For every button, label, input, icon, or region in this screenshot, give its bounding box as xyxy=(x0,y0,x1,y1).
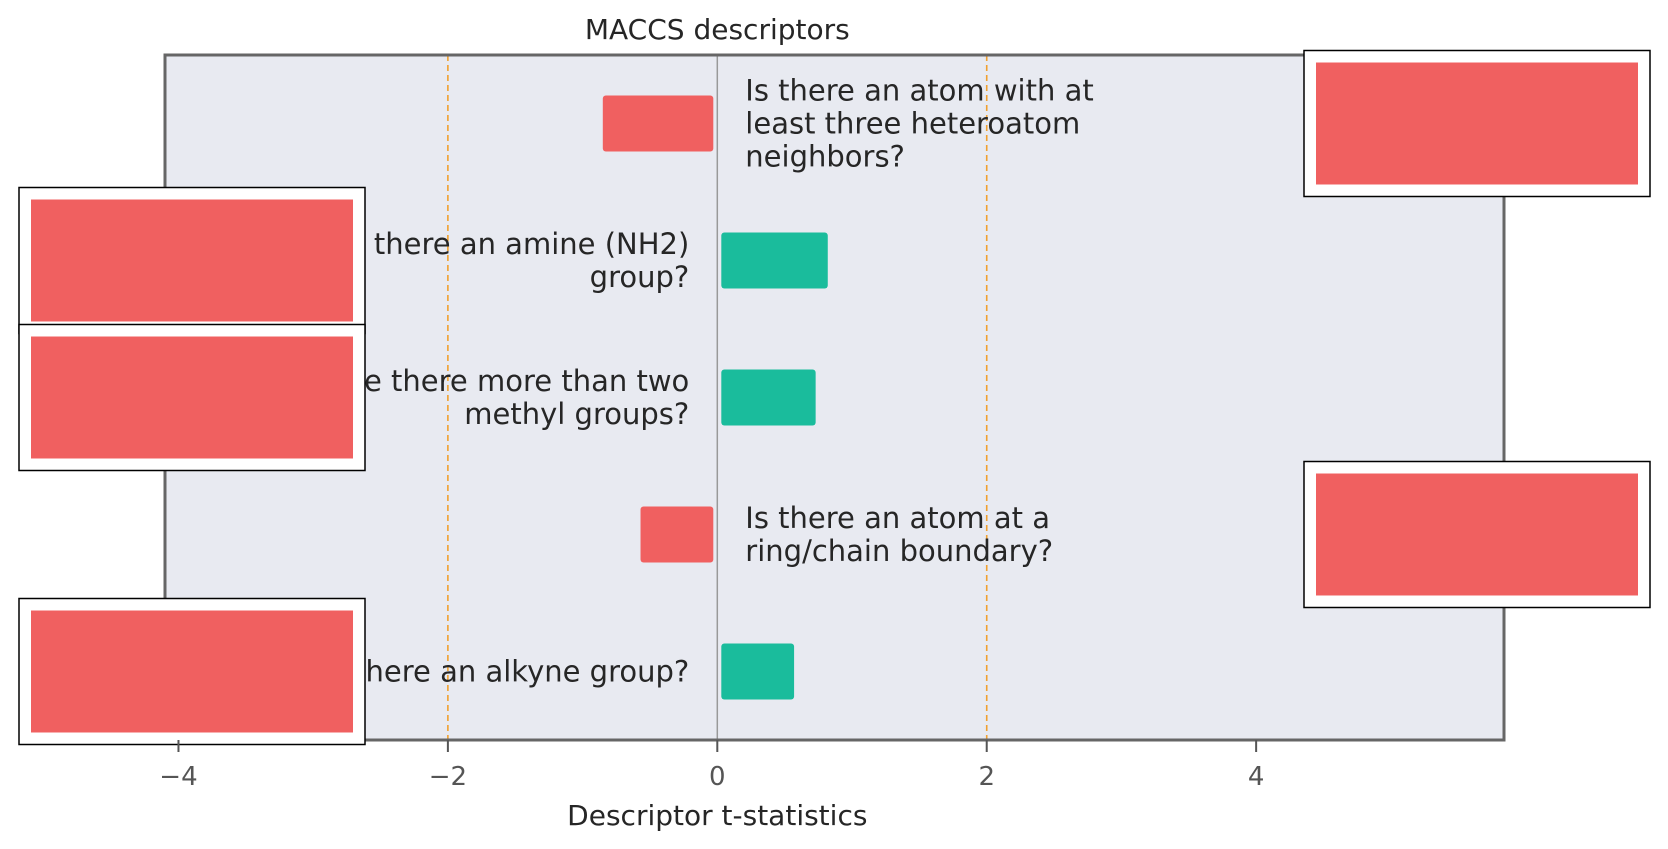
bar-label-line: group? xyxy=(590,260,690,294)
x-axis: −4 −2 0 2 4 xyxy=(159,740,1264,792)
molecule-image-2 xyxy=(18,323,366,472)
molecule-images xyxy=(18,49,1651,746)
bar-0 xyxy=(602,95,714,152)
bar-label-0: Is there an atom with at least three hete… xyxy=(745,74,1093,174)
bar-label-4: Is there an alkyne group? xyxy=(321,655,689,689)
molecule-image-4 xyxy=(18,597,366,746)
bar-2 xyxy=(721,369,816,426)
molecule-image-3 xyxy=(1303,460,1651,609)
bar-label-line: Is there an atom at a xyxy=(745,501,1050,535)
x-tick-label: 0 xyxy=(709,762,726,792)
bar-label-line: methyl groups? xyxy=(464,397,689,431)
bar-4 xyxy=(721,643,795,700)
bar-label-3: Is there an atom at a ring/chain boundary… xyxy=(745,501,1053,568)
x-axis-label: Descriptor t-statistics xyxy=(567,799,867,832)
x-tick-label: 2 xyxy=(978,762,995,792)
bar-label-1: Is there an amine (NH2) group? xyxy=(341,227,689,294)
threshold-lines xyxy=(447,55,988,740)
bar-label-line: Is there an alkyne group? xyxy=(321,655,689,689)
bar-labels: Is there an atom with at least three hete… xyxy=(321,74,1093,689)
chart-title: MACCS descriptors xyxy=(585,13,850,46)
bar-label-line: neighbors? xyxy=(745,140,905,174)
bar-label-line: Are there more than two xyxy=(333,364,689,398)
molecule-image-1 xyxy=(18,186,366,335)
bar-3 xyxy=(640,506,714,563)
x-tick-label: −4 xyxy=(159,762,197,792)
molecule-image-0 xyxy=(1303,49,1651,198)
x-tick-label: −2 xyxy=(429,762,467,792)
plot-area xyxy=(165,55,1504,740)
bar-1 xyxy=(721,232,828,289)
bar-label-line: Is there an atom with at xyxy=(745,74,1093,108)
x-tick-label: 4 xyxy=(1248,762,1265,792)
bars xyxy=(602,95,828,700)
bar-label-line: ring/chain boundary? xyxy=(745,534,1053,568)
bar-label-line: Is there an amine (NH2) xyxy=(341,227,689,261)
bar-label-2: Are there more than two methyl groups? xyxy=(333,364,689,431)
bar-label-line: least three heteroatom xyxy=(745,107,1080,141)
